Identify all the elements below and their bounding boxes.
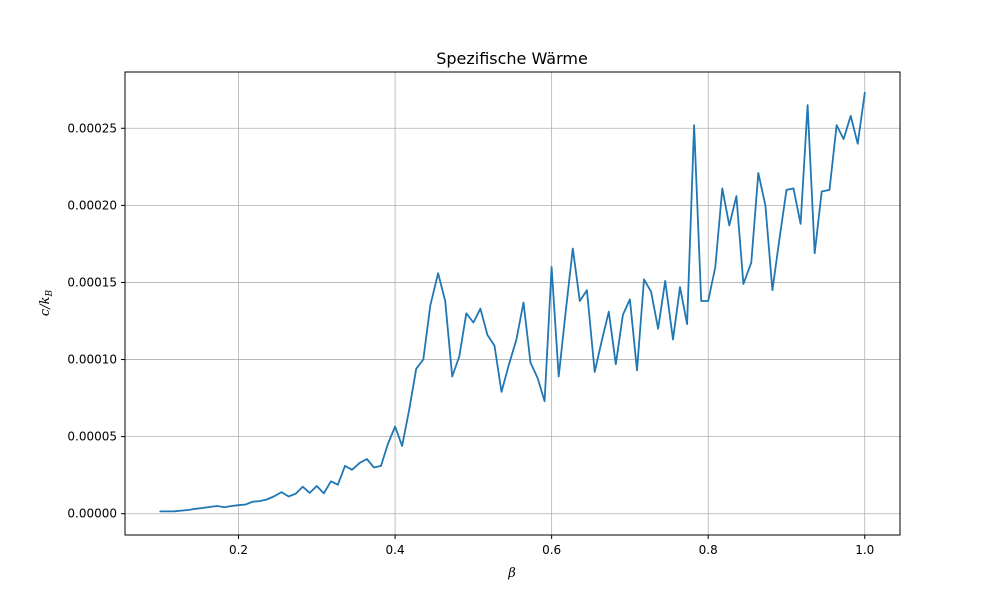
ticks-layer: 0.2 0.4 0.6 0.8 1.0 0.00000 0.00005 0.00010 0.00… [67, 121, 874, 557]
x-tick-label: 0.6 [542, 543, 561, 557]
y-axis-label: c/kB [38, 290, 55, 317]
y-tick-label: 0.00015 [67, 275, 117, 289]
x-tick-label: 0.8 [699, 543, 718, 557]
y-tick-label: 0.00010 [67, 353, 117, 367]
y-tick-label: 0.00005 [67, 430, 117, 444]
y-axis-label-sub: B [45, 290, 55, 298]
x-tick-label: 0.2 [229, 543, 248, 557]
x-tick-label: 1.0 [855, 543, 874, 557]
y-tick-label: 0.00020 [67, 198, 117, 212]
x-tick-label: 0.4 [386, 543, 405, 557]
x-axis-label: β [507, 566, 516, 581]
y-tick-label: 0.00025 [67, 121, 117, 135]
grid-layer [125, 72, 900, 535]
chart-title: Spezifische Wärme [436, 49, 588, 68]
series-layer [159, 91, 866, 513]
y-axis-label-main: c/k [38, 296, 53, 316]
series-line [159, 91, 866, 513]
y-tick-label: 0.00000 [67, 507, 117, 521]
plot-frame [124, 71, 901, 536]
